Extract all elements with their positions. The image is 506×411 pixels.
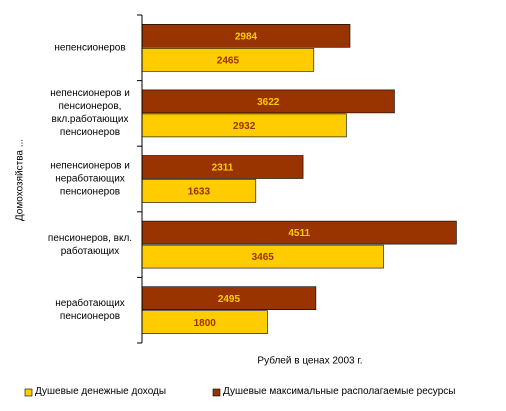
- y-tick-label: пенсионеров, вкл. работающих: [47, 232, 133, 257]
- data-label: 2311: [212, 163, 234, 174]
- legend-label: Душевые максимальные располагаемые ресур…: [223, 386, 456, 397]
- data-label: 2495: [218, 294, 241, 305]
- legend-swatch: [212, 388, 221, 397]
- legend-label: Душевые денежные доходы: [35, 386, 167, 397]
- data-label: 1800: [194, 318, 217, 329]
- data-label: 3465: [252, 252, 275, 263]
- y-tick-label: неработающих пенсионеров: [55, 298, 125, 323]
- data-label: 2465: [217, 55, 240, 66]
- data-label: 1633: [188, 187, 211, 198]
- x-axis-label: Рублей в ценах 2003 г.: [257, 355, 362, 367]
- y-tick-label: непенсионеров: [54, 42, 126, 54]
- y-tick-label: непенсионеров и пенсионеров, вкл.работаю…: [50, 88, 130, 139]
- data-label: 3622: [257, 97, 280, 108]
- y-axis-label: Домохозяйства ...: [15, 139, 26, 221]
- data-label: 4511: [288, 228, 310, 239]
- legend-swatch: [24, 388, 33, 397]
- data-label: 2932: [233, 121, 256, 132]
- data-label: 2984: [235, 31, 258, 42]
- y-tick-label: непенсионеров и неработающих пенсионеров: [50, 160, 130, 198]
